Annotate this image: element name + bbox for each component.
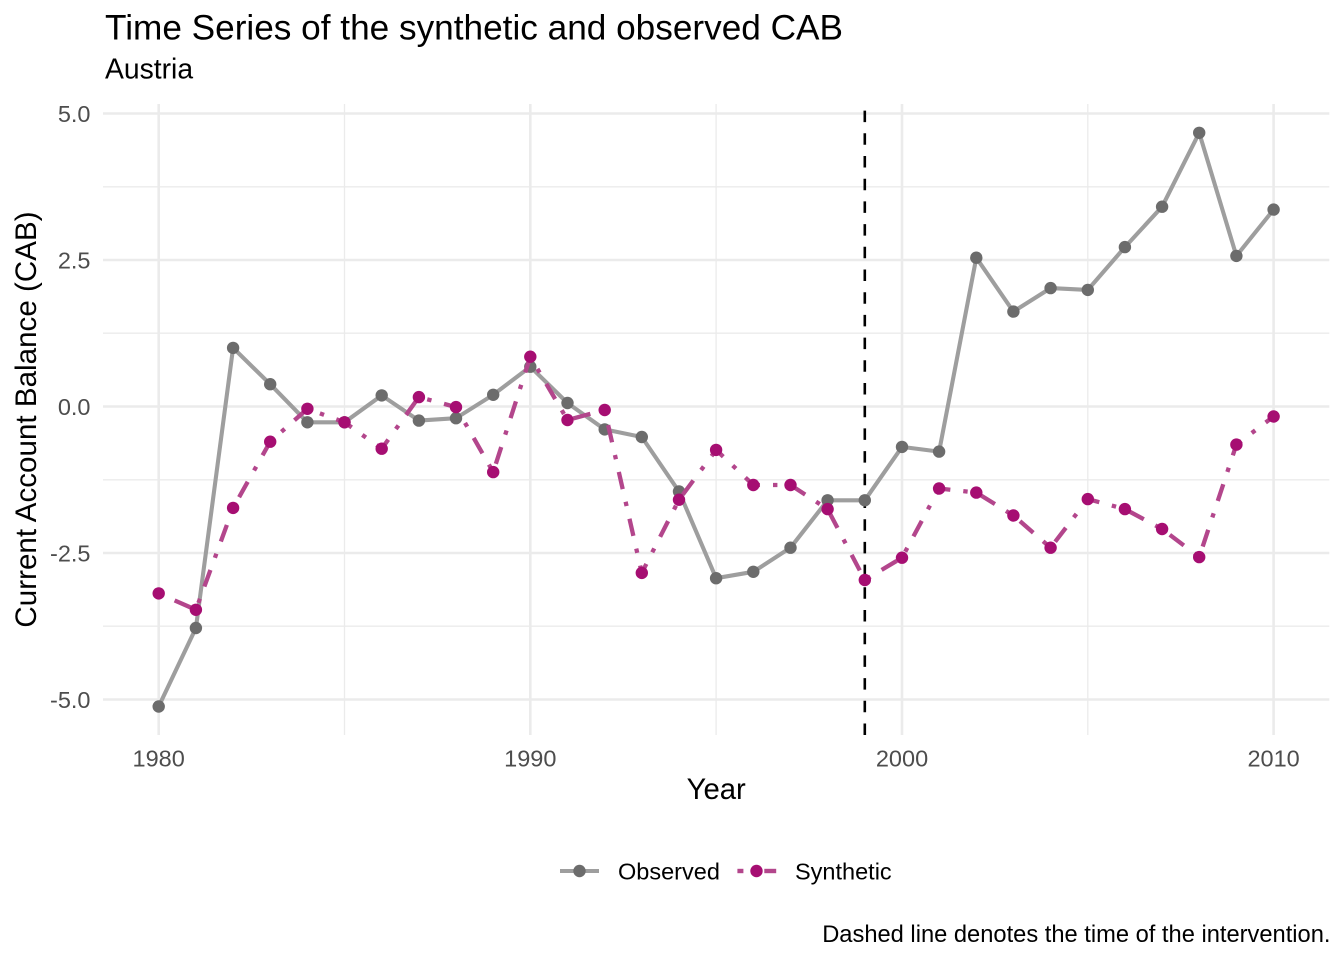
svg-text:5.0: 5.0 (58, 101, 91, 127)
svg-text:Observed: Observed (618, 858, 720, 884)
svg-text:Dashed line denotes the time o: Dashed line denotes the time of the inte… (822, 922, 1330, 948)
svg-text:2.5: 2.5 (58, 247, 91, 273)
svg-text:Synthetic: Synthetic (795, 858, 892, 884)
svg-text:Austria: Austria (105, 52, 193, 84)
svg-text:2000: 2000 (876, 746, 928, 772)
svg-text:1980: 1980 (133, 746, 185, 772)
svg-text:0.0: 0.0 (58, 394, 91, 420)
svg-text:-2.5: -2.5 (50, 540, 91, 566)
svg-text:-5.0: -5.0 (50, 687, 91, 713)
svg-text:Time Series of the synthetic a: Time Series of the synthetic and observe… (105, 9, 843, 48)
svg-text:Year: Year (687, 773, 746, 806)
svg-text:2010: 2010 (1247, 746, 1299, 772)
svg-text:1990: 1990 (504, 746, 556, 772)
svg-text:Current Account Balance (CAB): Current Account Balance (CAB) (10, 211, 43, 627)
